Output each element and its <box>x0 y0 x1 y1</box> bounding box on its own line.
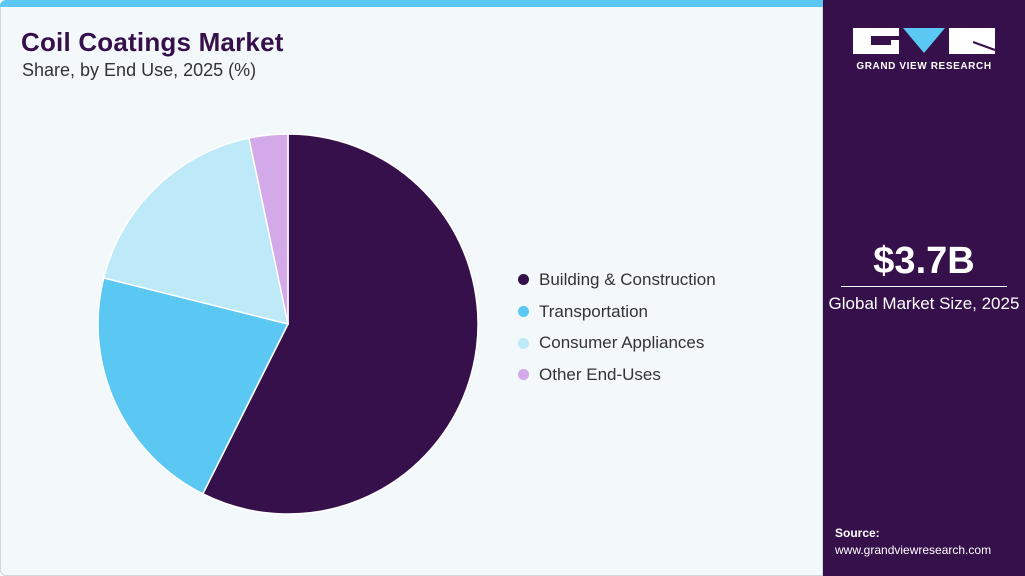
source-label: Source: <box>835 526 880 540</box>
pie-chart <box>97 133 479 515</box>
legend-marker <box>518 306 529 318</box>
legend-item: Other End-Uses <box>518 359 716 391</box>
legend-marker <box>518 274 529 286</box>
legend-item: Consumer Appliances <box>518 327 716 359</box>
pie-slice-building-construction <box>201 133 479 515</box>
logo-text: GRAND VIEW RESEARCH <box>856 61 992 72</box>
legend-label: Transportation <box>539 301 648 321</box>
legend-label: Building & Construction <box>539 269 716 289</box>
chart-subtitle: Share, by End Use, 2025 (%) <box>22 60 257 80</box>
sidebar: GRAND VIEW RESEARCH $3.7B Global Market … <box>823 0 1025 576</box>
legend-item: Transportation <box>518 296 716 328</box>
market-size-value: $3.7B <box>873 240 975 282</box>
pie-slice-other-end-uses <box>247 133 289 325</box>
source-url[interactable]: www.grandviewresearch.com <box>835 543 992 557</box>
chart-title: Coil Coatings Market <box>21 27 284 57</box>
gvr-logo <box>853 28 995 54</box>
pie-slice-transportation <box>97 276 290 495</box>
market-size-label: Global Market Size, 2025 <box>828 294 1020 313</box>
legend-marker <box>518 369 529 381</box>
legend-label: Other End-Uses <box>539 364 661 384</box>
legend-label: Consumer Appliances <box>539 333 705 353</box>
divider <box>841 286 1007 287</box>
legend-item: Building & Construction <box>518 264 716 296</box>
legend: Building & Construction Transportation Con… <box>518 264 716 391</box>
accent-bar <box>0 0 823 7</box>
legend-marker <box>518 337 529 349</box>
pie-slice-consumer-appliances <box>102 137 289 326</box>
